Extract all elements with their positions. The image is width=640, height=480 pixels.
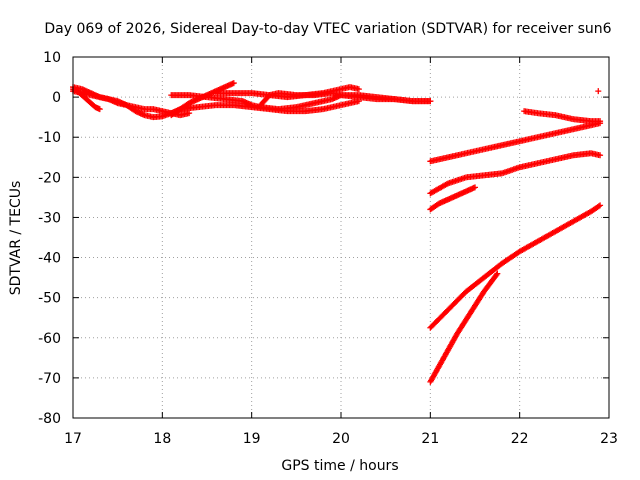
chart-title: Day 069 of 2026, Sidereal Day-to-day VTE… xyxy=(44,21,611,37)
data-point xyxy=(597,118,604,125)
y-tick-label: -60 xyxy=(38,331,61,347)
data-point xyxy=(494,270,501,277)
series-arc-11 xyxy=(427,184,478,213)
data-point xyxy=(595,203,602,210)
series-arc-6 xyxy=(177,98,362,115)
x-tick-label: 21 xyxy=(421,431,439,447)
data-point xyxy=(186,110,193,117)
data-point xyxy=(230,80,237,87)
data-point xyxy=(597,202,604,209)
data-point xyxy=(427,98,434,105)
x-tick-label: 23 xyxy=(600,431,618,447)
series-arc-9 xyxy=(427,120,604,165)
x-tick-label: 17 xyxy=(64,431,82,447)
y-tick-label: -30 xyxy=(38,210,61,226)
data-point xyxy=(96,106,103,113)
x-tick-label: 22 xyxy=(511,431,529,447)
x-axis-label: GPS time / hours xyxy=(281,458,398,474)
y-tick-label: -70 xyxy=(38,371,61,387)
data-point xyxy=(597,152,604,159)
series-arc-3 xyxy=(70,86,103,113)
x-tick-label: 18 xyxy=(153,431,171,447)
series-arc-12 xyxy=(521,108,604,125)
series-arc-13 xyxy=(427,202,604,331)
y-tick-label: 0 xyxy=(52,90,61,106)
series-arc-15 xyxy=(595,88,602,95)
data-point xyxy=(355,86,362,93)
y-tick-label: -50 xyxy=(38,291,61,307)
y-tick-label: -80 xyxy=(38,411,61,427)
series-arc-10 xyxy=(427,150,604,197)
y-tick-label: -40 xyxy=(38,251,61,267)
x-tick-label: 19 xyxy=(243,431,261,447)
data-points xyxy=(70,80,604,385)
series-arc-8 xyxy=(257,90,434,109)
data-point xyxy=(472,184,478,191)
axis-ticks: 17 18 19 20 21 22 23 10 0 -10 -20 -30 -40 -50 -60 -70 -8… xyxy=(38,50,618,447)
series-arc-14 xyxy=(427,270,501,385)
y-tick-label: 10 xyxy=(43,50,61,66)
y-tick-label: -20 xyxy=(38,170,61,186)
y-axis-label: SDTVAR / TECUs xyxy=(8,181,24,296)
x-tick-label: 20 xyxy=(332,431,350,447)
y-tick-label: -10 xyxy=(38,130,61,146)
data-point xyxy=(493,271,500,278)
data-point xyxy=(595,88,602,95)
